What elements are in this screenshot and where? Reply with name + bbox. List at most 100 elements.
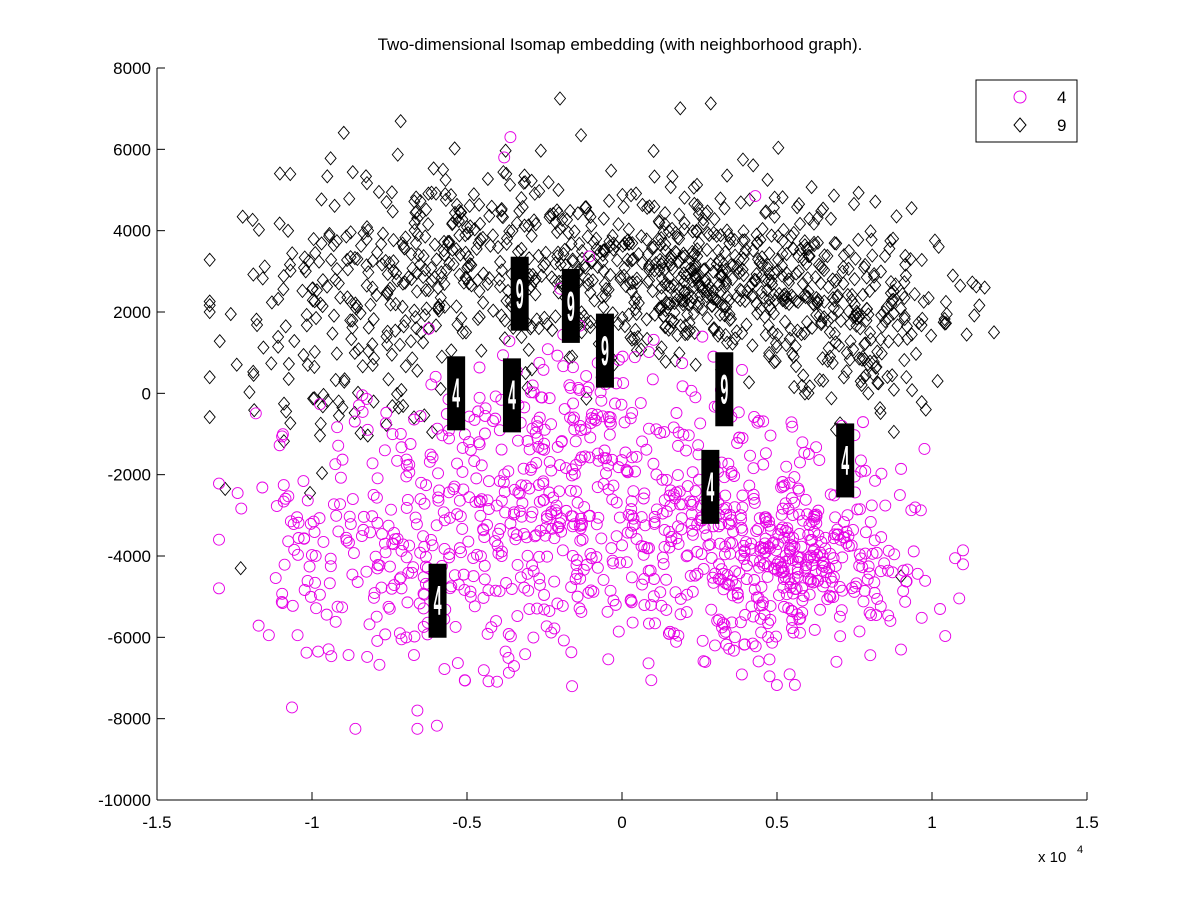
data-point-4 bbox=[367, 488, 380, 501]
data-point-4 bbox=[648, 510, 661, 523]
data-point-4 bbox=[324, 560, 337, 573]
data-point-4 bbox=[400, 631, 413, 644]
data-point-4 bbox=[473, 495, 486, 508]
data-point-4 bbox=[691, 518, 704, 531]
data-point-4 bbox=[650, 423, 663, 436]
data-point-4 bbox=[663, 628, 675, 640]
data-point-4 bbox=[781, 526, 794, 539]
data-point-9 bbox=[438, 247, 451, 263]
data-point-4 bbox=[529, 529, 542, 542]
data-point-4 bbox=[592, 511, 605, 524]
data-point-4 bbox=[808, 525, 821, 538]
data-point-4 bbox=[579, 450, 591, 463]
data-point-9 bbox=[308, 344, 321, 360]
data-point-9 bbox=[284, 166, 297, 182]
data-point-4 bbox=[834, 630, 847, 643]
data-point-9 bbox=[417, 249, 430, 264]
data-point-9 bbox=[864, 224, 877, 239]
data-point-4 bbox=[737, 539, 750, 552]
data-point-4 bbox=[758, 537, 771, 550]
data-point-4 bbox=[642, 346, 655, 358]
data-point-4 bbox=[762, 540, 775, 553]
data-point-9 bbox=[433, 297, 446, 313]
data-point-4 bbox=[819, 531, 832, 544]
data-point-4 bbox=[524, 386, 537, 399]
data-point-9 bbox=[357, 225, 370, 241]
data-point-9 bbox=[690, 223, 703, 238]
data-point-9 bbox=[390, 265, 403, 281]
data-point-9 bbox=[791, 323, 804, 338]
data-point-4 bbox=[626, 616, 639, 629]
data-point-4 bbox=[298, 532, 311, 545]
data-point-9 bbox=[354, 305, 367, 321]
data-point-4 bbox=[757, 542, 770, 555]
data-point-4 bbox=[660, 604, 673, 616]
data-point-9 bbox=[250, 312, 263, 327]
data-point-4 bbox=[786, 420, 799, 433]
data-point-4 bbox=[785, 416, 798, 429]
data-point-4 bbox=[452, 578, 465, 591]
data-point-4 bbox=[473, 391, 486, 404]
data-point-9 bbox=[898, 290, 911, 306]
data-point-4 bbox=[331, 421, 344, 434]
data-point-4 bbox=[490, 615, 502, 627]
data-point-4 bbox=[534, 524, 547, 537]
data-point-4 bbox=[424, 448, 437, 461]
data-point-4 bbox=[735, 512, 748, 525]
data-point-4 bbox=[865, 609, 877, 622]
data-point-4 bbox=[607, 594, 620, 607]
data-point-4 bbox=[536, 391, 548, 404]
data-point-4 bbox=[793, 456, 806, 469]
data-point-9 bbox=[522, 218, 535, 233]
data-point-9 bbox=[776, 293, 789, 308]
data-point-4 bbox=[790, 582, 803, 595]
data-point-9 bbox=[277, 396, 291, 411]
data-point-9 bbox=[830, 236, 843, 251]
data-point-9 bbox=[584, 209, 597, 224]
data-point-4 bbox=[732, 591, 744, 604]
data-point-4 bbox=[618, 416, 631, 429]
data-point-9 bbox=[655, 299, 668, 315]
data-point-9 bbox=[427, 161, 440, 176]
data-point-9 bbox=[582, 277, 595, 292]
data-point-9 bbox=[316, 273, 330, 288]
data-point-9 bbox=[795, 326, 808, 342]
data-point-4 bbox=[747, 492, 760, 505]
data-point-9 bbox=[465, 257, 478, 273]
data-point-9 bbox=[630, 271, 643, 286]
data-point-9 bbox=[399, 230, 412, 245]
data-point-9 bbox=[863, 325, 877, 340]
data-point-9 bbox=[398, 241, 411, 256]
data-point-9 bbox=[844, 334, 857, 349]
data-point-4 bbox=[751, 416, 764, 429]
data-point-9 bbox=[821, 353, 834, 368]
data-point-4 bbox=[868, 576, 881, 589]
data-point-9 bbox=[618, 261, 631, 276]
data-point-9 bbox=[590, 231, 603, 246]
data-point-4 bbox=[841, 509, 854, 522]
data-point-4 bbox=[773, 589, 785, 602]
data-point-4 bbox=[531, 415, 544, 428]
data-point-9 bbox=[905, 201, 918, 216]
data-point-4 bbox=[478, 573, 491, 586]
data-point-4 bbox=[491, 675, 504, 688]
data-point-9 bbox=[585, 255, 598, 270]
data-point-9 bbox=[709, 291, 722, 306]
data-point-4 bbox=[565, 646, 578, 659]
data-point-4 bbox=[545, 464, 558, 477]
data-point-4 bbox=[949, 552, 962, 565]
data-point-4 bbox=[474, 550, 487, 563]
data-point-9 bbox=[551, 245, 565, 260]
data-point-4 bbox=[334, 498, 346, 511]
data-point-9 bbox=[477, 295, 490, 310]
data-point-4 bbox=[585, 584, 597, 597]
data-point-4 bbox=[799, 493, 812, 506]
data-point-9 bbox=[323, 226, 336, 242]
data-point-9 bbox=[768, 209, 781, 224]
data-point-9 bbox=[443, 234, 456, 250]
data-point-9 bbox=[344, 225, 357, 240]
data-point-9 bbox=[450, 241, 463, 257]
data-point-4 bbox=[276, 428, 289, 441]
data-point-9 bbox=[840, 364, 853, 379]
data-point-9 bbox=[392, 400, 405, 415]
